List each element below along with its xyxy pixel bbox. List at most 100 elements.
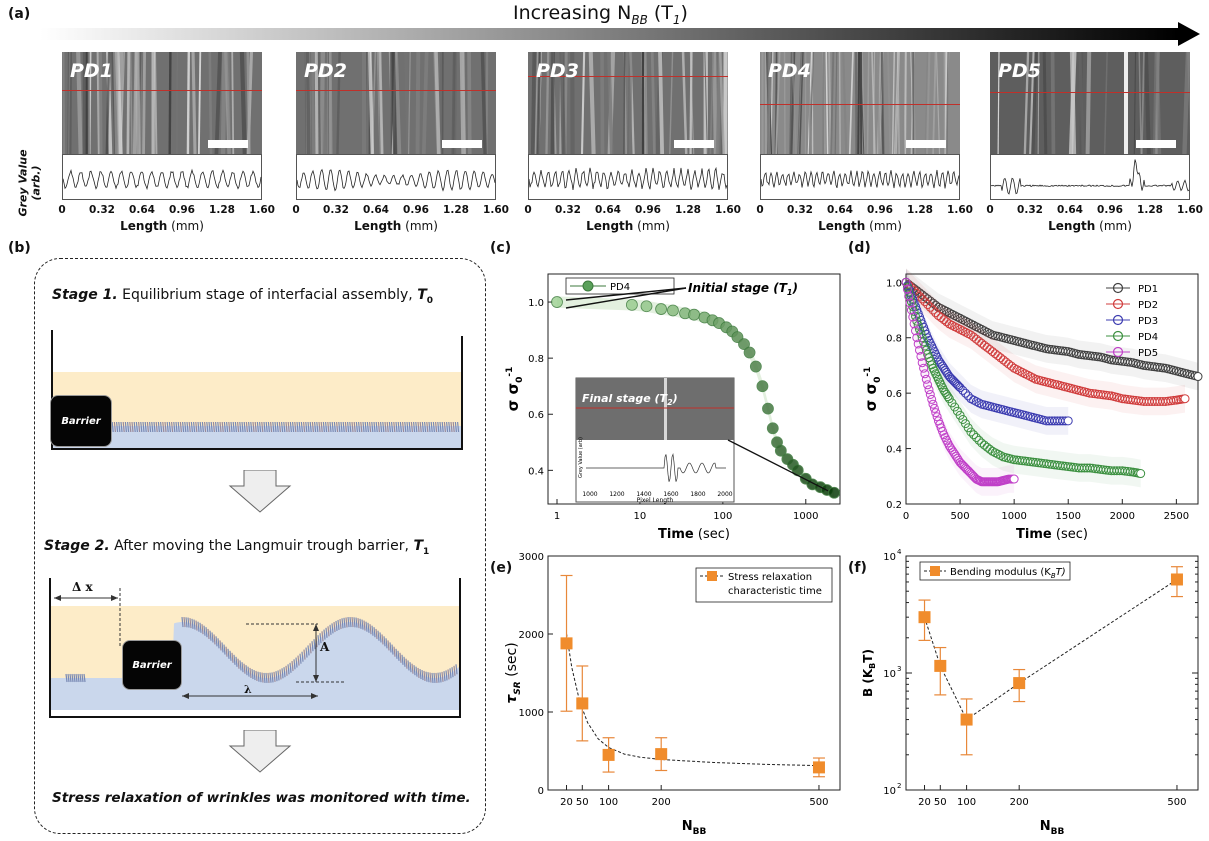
- data-point-pd5: [905, 298, 915, 308]
- sample-label: PD3: [536, 60, 579, 82]
- legend-label: PD3: [1138, 316, 1158, 327]
- inset-pointer: [727, 439, 829, 492]
- y-tick-label: 3000: [519, 552, 544, 563]
- delta-x-label: Δ x: [72, 580, 93, 594]
- length-axis-label: Length (mm): [120, 219, 204, 233]
- stage1-trough: [51, 330, 463, 450]
- x-axis-label: NBB: [682, 819, 707, 837]
- data-point-pd2: [923, 300, 933, 309]
- legend-label: Stress relaxation: [728, 572, 812, 583]
- tick-label: 0.64: [595, 204, 621, 216]
- data-point: [762, 402, 774, 415]
- data-point-pd4: [1136, 469, 1146, 479]
- legend-marker: [1112, 314, 1124, 326]
- tick-label: 1.60: [1177, 204, 1203, 216]
- x-axis-label: Time (sec): [658, 527, 730, 542]
- x-axis-label: Time (sec): [1016, 527, 1088, 542]
- chart-d: 0 500 1000 1500 2000 2500 0.2 0.4 0.6 0.8 1.0 PD1 PD…: [862, 268, 1203, 542]
- x-tick-label: 50: [576, 797, 589, 808]
- tick-label: 0.32: [555, 204, 581, 216]
- scale-bar: [1136, 140, 1176, 148]
- legend-label: PD5: [1138, 348, 1158, 359]
- data-point-pd2: [928, 305, 938, 315]
- micrograph-pd5: PD5: [990, 52, 1190, 154]
- y-tick-label: 10: [883, 786, 896, 797]
- data-point-pd5: [920, 369, 930, 379]
- length-axis-label: Length (mm): [586, 219, 670, 233]
- y-axis-label: σ σ0-1: [862, 367, 883, 412]
- wavelength-label: λ: [244, 683, 252, 696]
- data-point-pd4: [974, 435, 984, 445]
- annotation-final: Final stage (T2): [582, 392, 678, 407]
- tick-label: 1.28: [209, 204, 235, 216]
- data-point: [756, 380, 769, 393]
- y-tick-exponent: 2: [897, 782, 901, 790]
- data-point: [1170, 573, 1183, 586]
- data-point-pd5: [931, 408, 941, 418]
- tick-label: 0.96: [403, 204, 429, 216]
- legend-marker: [1112, 346, 1124, 358]
- tick-label: 0.32: [323, 204, 349, 216]
- x-tick-label: 100: [957, 797, 976, 808]
- y-tick-label: 0.4: [528, 466, 544, 477]
- panel-c-label: (c): [490, 240, 512, 256]
- data-point-pd5: [917, 358, 927, 368]
- data-point-pd5: [915, 345, 924, 355]
- data-point-pd4: [917, 333, 927, 343]
- inset-streak: [664, 378, 667, 440]
- legend-label: characteristic time: [728, 586, 822, 597]
- data-point: [655, 748, 668, 761]
- data-point-pd2: [1180, 394, 1190, 404]
- tick-label: 1.28: [675, 204, 701, 216]
- x-tick-label: 1: [554, 511, 560, 522]
- y-tick-label: 0.8: [528, 354, 544, 365]
- panel-a-label: (a): [8, 6, 31, 22]
- data-point: [749, 360, 762, 373]
- data-point-pd3: [955, 383, 965, 393]
- tick-label: 0.64: [827, 204, 853, 216]
- y-tick-label: 0.6: [886, 389, 902, 400]
- inset-tick-label: 1800: [690, 491, 705, 498]
- x-tick-label: 200: [1010, 797, 1029, 808]
- scale-bar: [906, 140, 946, 148]
- plot-frame: [547, 273, 841, 505]
- data-point: [791, 464, 804, 477]
- x-axis-label: NBB: [1040, 819, 1065, 837]
- tick-label: 0: [524, 204, 532, 216]
- legend-label: PD2: [1138, 300, 1158, 311]
- tick-label: 1.28: [907, 204, 933, 216]
- data-point: [766, 422, 779, 435]
- data-point-pd2: [931, 308, 941, 318]
- x-tick-label: 100: [599, 797, 618, 808]
- data-point: [738, 338, 750, 351]
- length-axis-label: Length (mm): [354, 219, 438, 233]
- inset-profile: [586, 453, 726, 482]
- inset-image: [576, 378, 734, 440]
- micrograph-pd3: PD3: [528, 52, 728, 154]
- tick-label: 1.60: [715, 204, 741, 216]
- y-tick-exponent: 3: [897, 665, 901, 673]
- data-point-pd5: [925, 390, 935, 399]
- data-point-pd2: [917, 294, 927, 304]
- data-point-pd5: [924, 385, 934, 395]
- data-point-pd4: [969, 430, 979, 440]
- error-band: [906, 268, 1141, 488]
- data-point-pd4: [915, 324, 924, 334]
- panel-f-label: (f): [848, 560, 867, 576]
- data-point-pd5: [908, 312, 918, 322]
- down-arrow-2: [228, 730, 292, 773]
- stage2-caption: Stage 2. After moving the Langmuir troug…: [44, 538, 430, 557]
- legend-marker: [582, 280, 594, 292]
- grey-profile: [990, 154, 1190, 200]
- data-point-pd4: [966, 427, 976, 437]
- inset-tick-label: 1400: [636, 491, 651, 498]
- data-point-pd2: [925, 302, 935, 312]
- legend-box: [695, 567, 833, 603]
- tick-label: 0: [986, 204, 994, 216]
- x-tick-label: 500: [951, 511, 970, 522]
- data-point-pd5: [927, 394, 937, 404]
- x-tick-label: 500: [1167, 797, 1186, 808]
- y-tick-label: 0.4: [886, 445, 902, 456]
- data-point-pd4: [919, 337, 929, 347]
- y-tick-label: 1000: [519, 708, 544, 719]
